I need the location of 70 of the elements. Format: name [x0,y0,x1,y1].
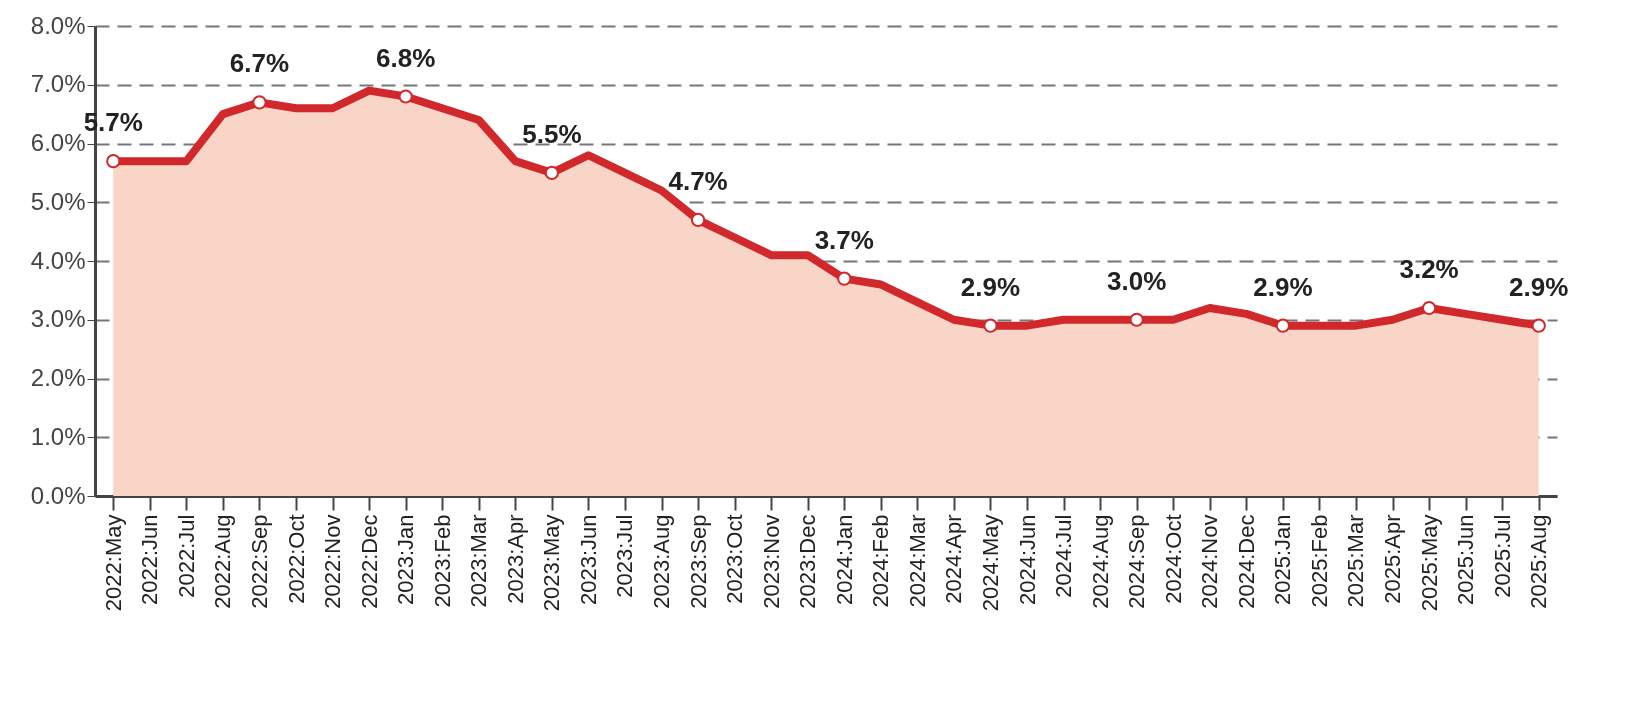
y-tick-label: 5.0% [30,187,86,215]
x-tick-label: 2024:Jul [1051,514,1077,598]
y-tick-label: 7.0% [30,70,86,98]
x-tick-label: 2025:May [1416,514,1442,612]
x-tick-label: 2024:May [977,514,1003,612]
x-tick-label: 2024:Mar [904,514,930,608]
point [837,271,852,286]
x-tick-label: 2024:Nov [1197,514,1223,609]
x-tick-label: 2022:Oct [283,514,309,604]
x-tick-label: 2023:Mar [466,514,492,608]
data-label: 3.7% [814,224,874,255]
y-tick-label: 8.0% [30,11,86,39]
x-tick-label: 2022:Jun [137,514,163,606]
point [252,95,267,110]
point [544,165,559,180]
x-tick-label: 2023:Apr [502,514,528,604]
point [1421,300,1437,316]
x-tick-label: 2023:Dec [795,514,821,609]
y-tick-label: 1.0% [30,422,86,450]
data-label: 6.8% [376,42,436,73]
point [1275,318,1290,333]
x-tick-label: 2024:Oct [1160,514,1186,604]
point [690,212,706,227]
x-tick-label: 2025:Feb [1306,514,1332,608]
x-tick-label: 2023:Nov [758,514,784,609]
data-label: 2.9% [1253,271,1313,302]
y-tick-label: 3.0% [30,305,86,333]
x-tick-label: 2023:May [539,514,565,612]
y-tick-label: 4.0% [30,246,86,274]
x-tick-label: 2022:Dec [356,514,382,609]
data-label: 5.5% [522,118,582,149]
y-tick-label: 0.0% [30,481,86,509]
point [398,89,413,104]
data-label: 6.7% [229,48,290,79]
data-label: 3.2% [1399,254,1459,284]
data-label: 2.9% [960,271,1021,302]
x-tick-label: 2025:Mar [1343,514,1369,608]
x-tick-label: 2024:Sep [1124,514,1150,609]
x-tick-label: 2024:Apr [941,514,967,604]
point [1129,312,1144,327]
x-tick-label: 2023:Jan [393,514,419,606]
x-tick-label: 2023:Aug [649,514,675,609]
x-tick-label: 2025:Jan [1270,514,1296,606]
data-label: 3.0% [1107,265,1167,296]
x-tick-label: 2023:Feb [429,514,455,608]
x-tick-label: 2024:Jun [1014,514,1040,606]
x-tick-label: 2025:Apr [1380,514,1406,604]
x-tick-label: 2024:Dec [1233,514,1259,609]
x-tick-label: 2022:May [100,514,126,612]
x-tick-label: 2025:Jul [1489,514,1515,598]
x-tick-label: 2025:Aug [1526,514,1552,609]
x-tick-label: 2022:Aug [210,514,236,609]
x-tick-label: 2022:Nov [320,514,346,609]
x-tick-label: 2023:Jul [612,514,638,598]
x-tick-label: 2022:Sep [246,514,272,609]
x-tick-label: 2025:Jun [1453,514,1479,606]
y-tick-label: 2.0% [30,364,86,391]
x-tick-label: 2024:Jan [831,514,857,606]
x-tick-label: 2024:Aug [1087,514,1113,609]
x-tick-label: 2023:Jun [575,514,601,606]
point [983,318,998,333]
data-label: 4.7% [668,165,728,196]
x-tick-label: 2024:Feb [868,514,894,608]
point [106,154,121,169]
x-tick-label: 2023:Sep [685,514,711,609]
x-tick-label: 2023:Oct [722,514,748,604]
data-label: 2.9% [1509,271,1569,302]
x-tick-label: 2022:Jul [173,514,199,598]
point [1531,318,1546,333]
y-tick-label: 6.0% [30,129,86,156]
